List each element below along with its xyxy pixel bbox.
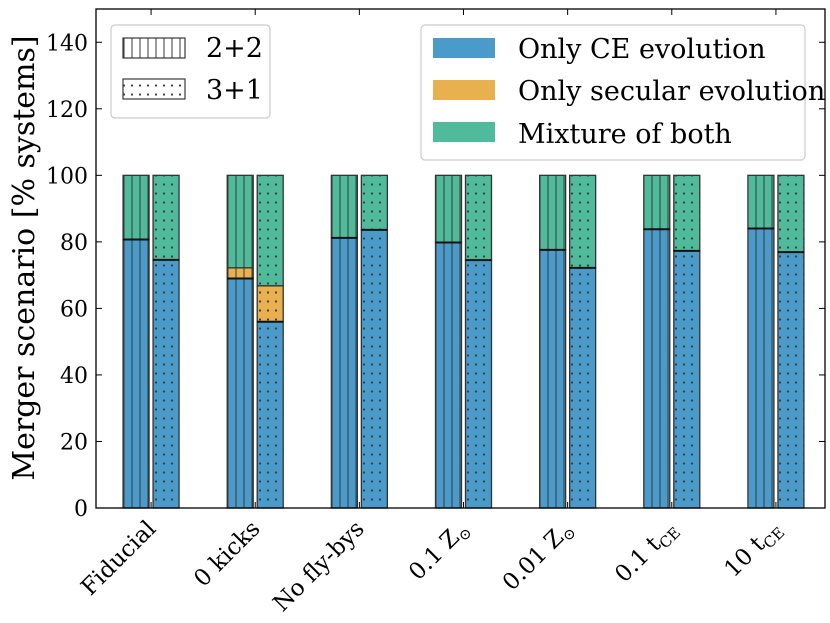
y-tick-label: 140 bbox=[46, 31, 88, 56]
legend-swatch-3plus1 bbox=[122, 78, 186, 100]
legend-label-only-secular: Only secular evolution bbox=[518, 76, 825, 107]
x-tick-label: 0.01 Z⊙ bbox=[498, 516, 580, 598]
bar-3plus1-only-ce-6-hatch bbox=[777, 252, 804, 508]
y-tick-label: 120 bbox=[46, 98, 88, 123]
legend-swatch-only-secular bbox=[433, 80, 495, 100]
bar-2plus2-only-ce-3-hatch bbox=[435, 242, 462, 509]
bar-2plus2-only-ce-5-hatch bbox=[643, 229, 670, 508]
x-tick-label: 0 kicks bbox=[189, 516, 265, 592]
bar-3plus1-mixture-5-hatch bbox=[673, 175, 700, 251]
bar-3plus1-only-secular-1-hatch bbox=[257, 285, 284, 322]
bar-2plus2-only-secular-1-hatch bbox=[227, 267, 254, 279]
bar-3plus1-mixture-3-hatch bbox=[465, 175, 492, 261]
legend-label-2plus2: 2+2 bbox=[206, 33, 263, 64]
x-tick-label: 0.1 Z⊙ bbox=[404, 516, 476, 588]
legend-swatch-only-ce bbox=[433, 38, 495, 58]
bar-3plus1-mixture-2-hatch bbox=[361, 175, 388, 230]
legend-swatch-2plus2 bbox=[122, 37, 186, 59]
y-tick-label: 60 bbox=[60, 297, 88, 322]
bar-3plus1-only-ce-5-hatch bbox=[673, 250, 700, 508]
x-tick-label: 10 tCE bbox=[720, 516, 789, 585]
bar-3plus1-only-ce-1-hatch bbox=[257, 321, 284, 508]
y-axis-label: Merger scenario [% systems] bbox=[7, 35, 42, 480]
legend-groups: 2+2 3+1 bbox=[110, 24, 271, 119]
bar-2plus2-mixture-3-hatch bbox=[435, 175, 462, 243]
bar-2plus2-only-ce-2-hatch bbox=[331, 237, 358, 508]
x-tick-label: 0.1 tCE bbox=[610, 516, 684, 590]
bar-2plus2-mixture-0-hatch bbox=[123, 175, 150, 240]
legend-label-mixture: Mixture of both bbox=[518, 119, 732, 150]
bar-3plus1-only-ce-2-hatch bbox=[361, 229, 388, 508]
bar-3plus1-only-ce-4-hatch bbox=[569, 267, 596, 508]
bar-2plus2-mixture-1-hatch bbox=[227, 175, 254, 268]
y-tick-label: 0 bbox=[74, 497, 88, 522]
bar-3plus1-mixture-4-hatch bbox=[569, 175, 596, 268]
bar-2plus2-only-ce-6-hatch bbox=[747, 228, 774, 508]
plot-frame bbox=[95, 8, 826, 509]
legend-series: Only CE evolution Only secular evolution… bbox=[420, 24, 825, 161]
legend-label-only-ce: Only CE evolution bbox=[518, 34, 766, 65]
bar-2plus2-only-ce-4-hatch bbox=[539, 249, 566, 509]
bar-3plus1-mixture-6-hatch bbox=[777, 175, 804, 253]
bar-2plus2-mixture-6-hatch bbox=[747, 175, 774, 229]
y-tick-label: 80 bbox=[60, 231, 88, 256]
bar-2plus2-mixture-2-hatch bbox=[331, 175, 358, 238]
bar-2plus2-only-ce-0-hatch bbox=[123, 239, 150, 508]
legend-label-3plus1: 3+1 bbox=[206, 75, 263, 106]
y-tick-label: 100 bbox=[46, 164, 88, 189]
bar-2plus2-mixture-5-hatch bbox=[643, 175, 670, 230]
legend-swatch-mixture bbox=[433, 122, 495, 142]
y-tick-label: 40 bbox=[60, 364, 88, 389]
bar-3plus1-only-ce-3-hatch bbox=[465, 260, 492, 508]
bar-2plus2-mixture-4-hatch bbox=[539, 175, 566, 250]
x-tick-label: No fly-bys bbox=[269, 516, 370, 617]
bar-3plus1-mixture-1-hatch bbox=[257, 175, 284, 286]
bar-3plus1-only-ce-0-hatch bbox=[153, 259, 180, 508]
bar-2plus2-only-ce-1-hatch bbox=[227, 278, 254, 508]
x-tick-label: Fiducial bbox=[76, 516, 161, 601]
bars-layer bbox=[122, 174, 805, 509]
y-tick-label: 20 bbox=[60, 430, 88, 455]
bar-3plus1-mixture-0-hatch bbox=[153, 175, 180, 260]
